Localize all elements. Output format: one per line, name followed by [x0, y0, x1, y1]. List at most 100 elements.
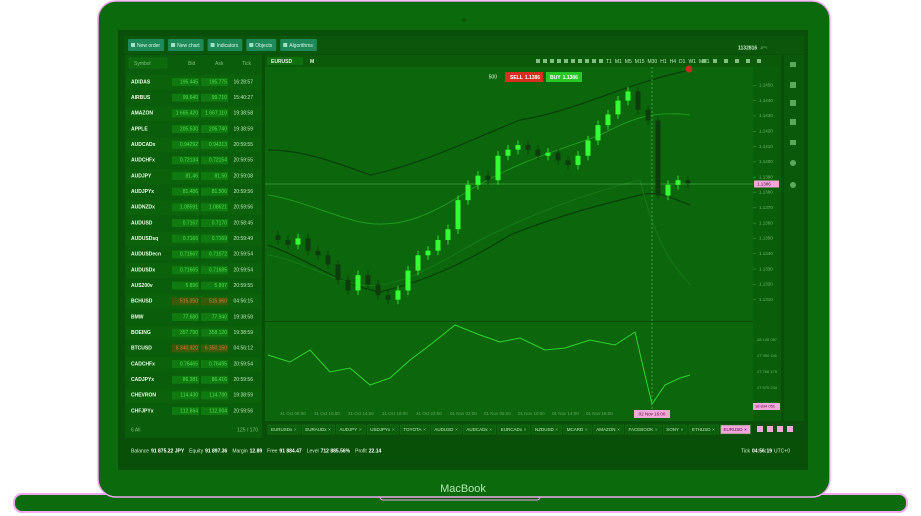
- tool-icon[interactable]: [550, 59, 554, 63]
- layout-icon[interactable]: [757, 426, 763, 432]
- symbol[interactable]: AMAZON: [131, 111, 153, 117]
- symbol[interactable]: CADJPYx: [131, 377, 154, 383]
- tool-icon[interactable]: [592, 59, 596, 63]
- device-label: MacBook: [440, 483, 486, 495]
- symbol[interactable]: APPLE: [131, 126, 148, 132]
- tab-close[interactable]: [585, 428, 588, 431]
- tab-close[interactable]: [712, 428, 715, 431]
- tab-close[interactable]: [294, 428, 297, 431]
- icon: [790, 100, 796, 106]
- symbol-tab[interactable]: [267, 57, 303, 65]
- symbol[interactable]: AUDNZDx: [131, 205, 155, 211]
- timeframe[interactable]: T1: [606, 59, 612, 65]
- timeframe[interactable]: M30: [647, 59, 657, 65]
- tool-icon[interactable]: [536, 59, 540, 63]
- timeframe[interactable]: H4: [670, 59, 677, 65]
- chart-tab[interactable]: [563, 424, 592, 435]
- layout-icon[interactable]: [767, 426, 773, 432]
- symbol[interactable]: AUDUSDsq: [131, 236, 158, 242]
- toolbar-button[interactable]: [168, 39, 204, 51]
- toolbar-button[interactable]: [128, 39, 165, 51]
- candle-body: [395, 290, 401, 300]
- chart-tab[interactable]: [497, 424, 531, 435]
- tool-icon[interactable]: [599, 59, 603, 63]
- tool-icon[interactable]: [702, 59, 706, 63]
- tab-close[interactable]: [555, 428, 558, 431]
- symbol[interactable]: AIRBUS: [131, 95, 151, 101]
- chart-tab[interactable]: [463, 424, 496, 435]
- symbol[interactable]: AUDCHFx: [131, 158, 155, 164]
- symbol[interactable]: BCHUSD: [131, 299, 153, 305]
- layout-icon[interactable]: [777, 426, 783, 432]
- timeframe[interactable]: M1: [615, 59, 622, 65]
- tab-close[interactable]: [655, 428, 658, 431]
- symbol[interactable]: AUDUSD: [131, 220, 153, 226]
- tab-close[interactable]: [455, 428, 458, 431]
- tool-icon[interactable]: [564, 59, 568, 63]
- tab-close[interactable]: [359, 428, 362, 431]
- status-value: 22.14: [369, 448, 382, 454]
- price-tick-label: 1.1310: [759, 297, 773, 302]
- chart-tab[interactable]: [431, 424, 462, 435]
- tab-close[interactable]: [744, 428, 747, 431]
- symbol[interactable]: CHEVRON: [131, 393, 156, 399]
- bid-cell: [172, 78, 199, 86]
- timeframe[interactable]: M5: [625, 59, 632, 65]
- toolbar-button[interactable]: [280, 39, 317, 51]
- tab-close[interactable]: [423, 428, 426, 431]
- symbol[interactable]: AUS200v: [131, 283, 153, 289]
- chart-tab[interactable]: [592, 424, 624, 435]
- chart-tab[interactable]: [625, 424, 662, 435]
- chart-tab[interactable]: [367, 424, 399, 435]
- tab-close[interactable]: [392, 428, 395, 431]
- tool-icon[interactable]: [735, 59, 739, 63]
- tab-close[interactable]: [680, 428, 684, 431]
- toolbar-button[interactable]: [246, 39, 277, 51]
- tool-icon[interactable]: [713, 59, 717, 63]
- symbol[interactable]: BOEING: [131, 330, 151, 336]
- tool-icon[interactable]: [571, 59, 575, 63]
- symbol[interactable]: AUDCADx: [131, 142, 156, 148]
- symbol[interactable]: AUDJPYx: [131, 189, 154, 195]
- symbol[interactable]: AUDUSDecn: [131, 252, 161, 258]
- symbol[interactable]: AUDUSDx: [131, 267, 155, 273]
- symbol[interactable]: CHFJPYx: [131, 408, 154, 414]
- timeframe[interactable]: M15: [635, 59, 645, 65]
- chart-tab[interactable]: [662, 424, 688, 435]
- symbol[interactable]: BMW: [131, 314, 144, 320]
- timeframe[interactable]: H1: [660, 59, 667, 65]
- tool-icon[interactable]: [585, 59, 589, 63]
- candle-body: [595, 125, 601, 141]
- symbol[interactable]: ADIDAS: [131, 79, 151, 85]
- chart-tab[interactable]: [400, 424, 430, 435]
- tool-icon[interactable]: [578, 59, 582, 63]
- tab-close[interactable]: [489, 428, 492, 431]
- tool-icon[interactable]: [557, 59, 561, 63]
- price-tick-label: 1.1330: [759, 266, 773, 271]
- chart-tab[interactable]: [336, 424, 366, 435]
- tool-icon[interactable]: [724, 59, 728, 63]
- toolbar-button[interactable]: [207, 39, 243, 51]
- ask: 0.94313: [209, 142, 227, 148]
- symbol[interactable]: BTCUSD: [131, 346, 152, 352]
- search-box[interactable]: [128, 57, 168, 69]
- chart-tab[interactable]: [302, 424, 335, 435]
- tab-close[interactable]: [328, 428, 331, 431]
- tab-close[interactable]: [523, 428, 527, 431]
- chart-tab[interactable]: [267, 424, 301, 435]
- timeframe[interactable]: D1: [679, 59, 686, 65]
- tool-icon[interactable]: [757, 59, 761, 63]
- layout-icon[interactable]: [787, 426, 793, 432]
- tool-icon[interactable]: [746, 59, 750, 63]
- tab-close[interactable]: [617, 428, 620, 431]
- chart-tab[interactable]: [531, 424, 562, 435]
- symbol[interactable]: CADCHFx: [131, 361, 155, 367]
- tool-icon[interactable]: [543, 59, 547, 63]
- timeframe[interactable]: W1: [688, 59, 696, 65]
- chart-tab[interactable]: [720, 424, 751, 435]
- buy-button[interactable]: [546, 72, 582, 82]
- chart-tab[interactable]: [688, 424, 719, 435]
- account-number: 1132816: [738, 45, 757, 51]
- symbol[interactable]: AUDJPY: [131, 173, 152, 179]
- sell-button[interactable]: [505, 72, 543, 82]
